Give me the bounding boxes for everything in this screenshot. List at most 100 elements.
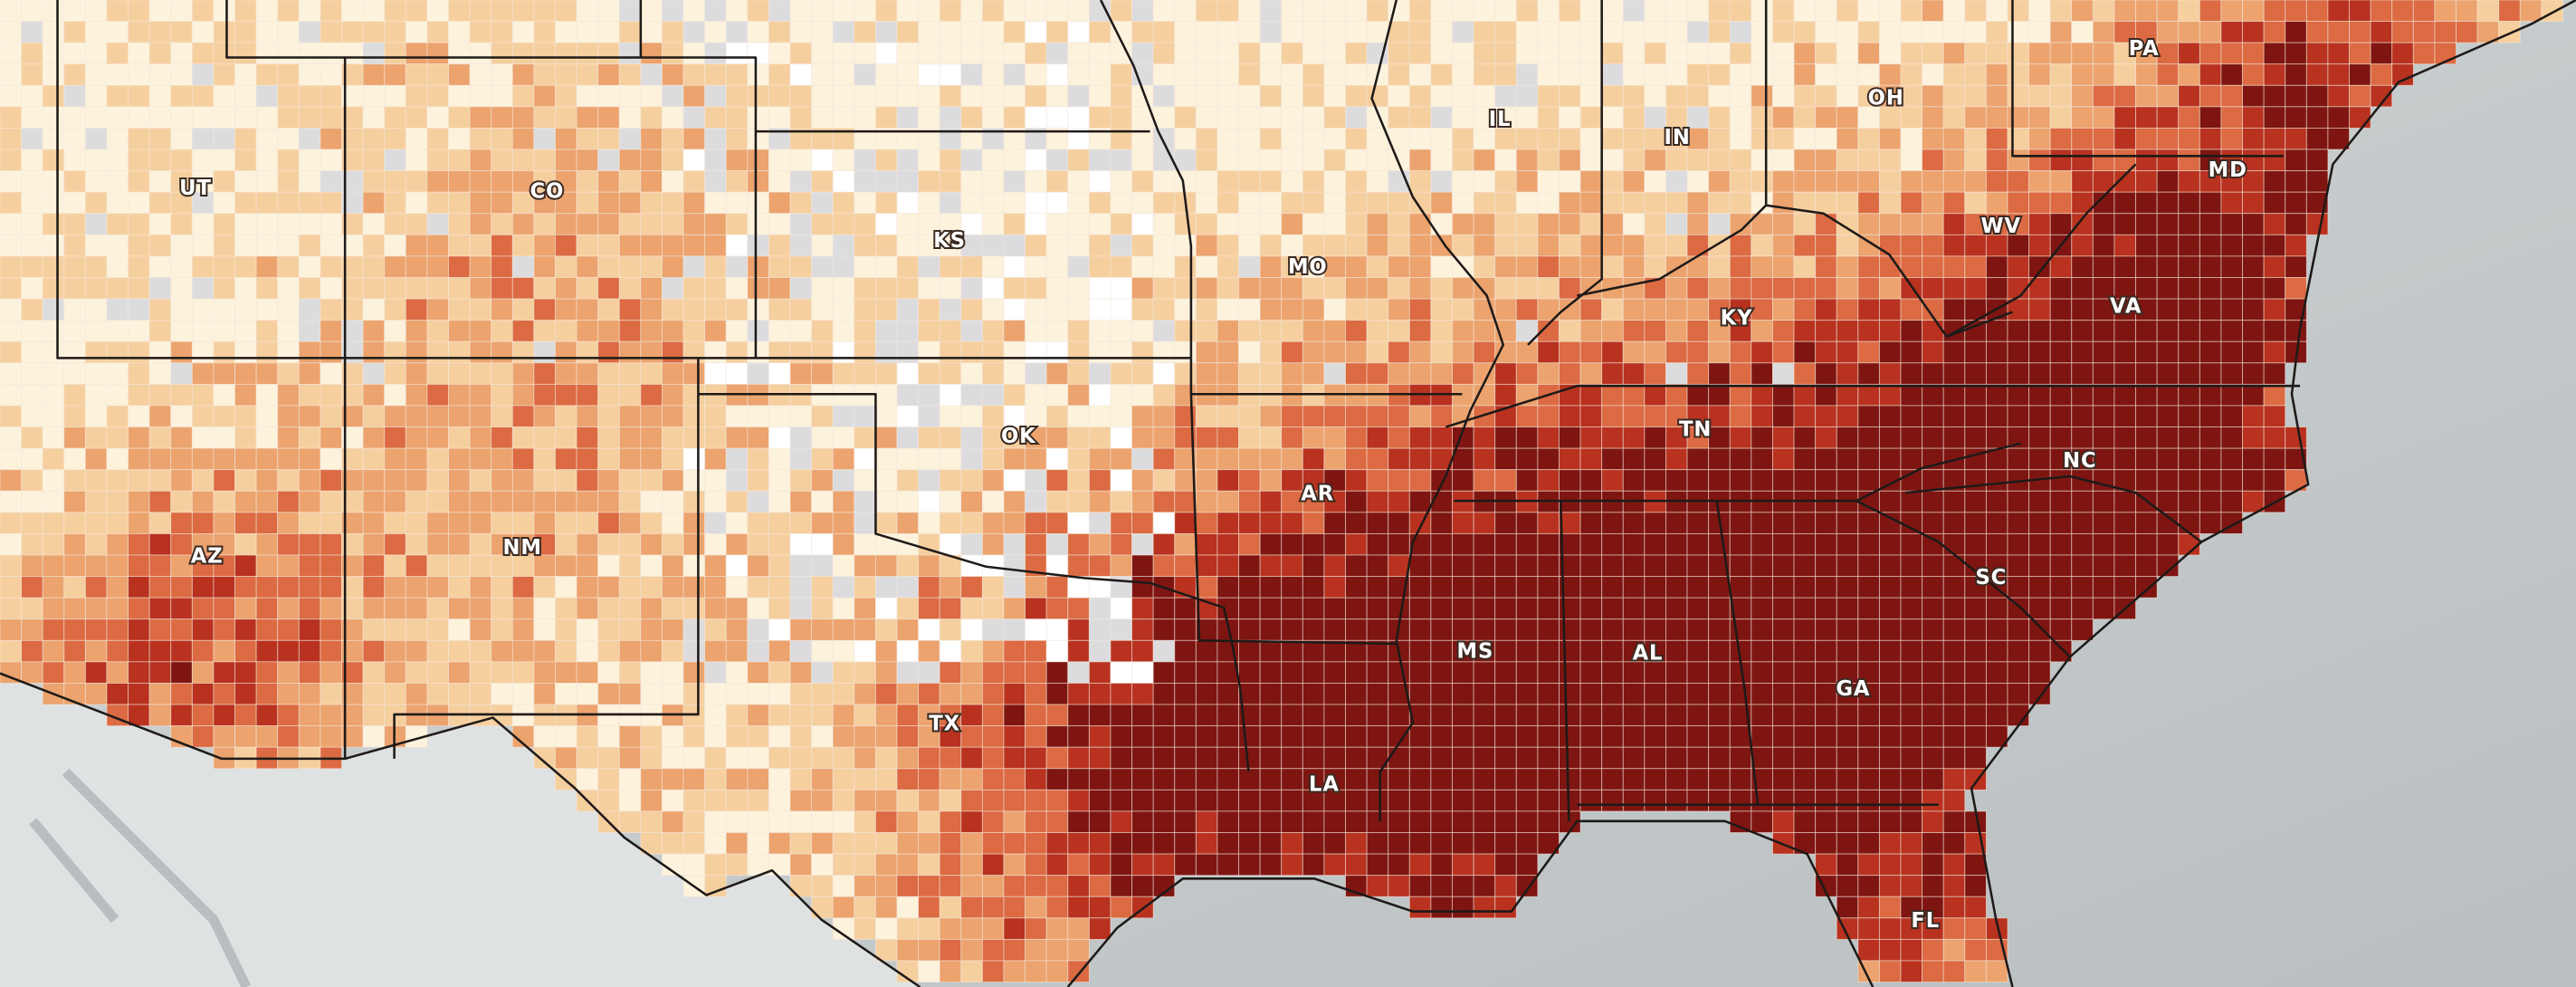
county [1857, 512, 1880, 534]
county [42, 191, 65, 215]
county [106, 362, 129, 385]
county [1579, 21, 1603, 43]
county [2156, 170, 2180, 193]
county [1388, 362, 1410, 385]
county [1110, 234, 1133, 257]
county [1025, 21, 1047, 43]
county [1067, 789, 1090, 812]
county [1430, 725, 1453, 748]
county [511, 490, 535, 513]
county [1088, 532, 1111, 556]
county [1900, 383, 1923, 407]
county [1195, 853, 1218, 877]
county [191, 255, 215, 278]
county [874, 810, 898, 833]
county [789, 320, 813, 342]
county [1408, 21, 1432, 43]
county [981, 255, 1005, 278]
county [234, 554, 257, 578]
county [1045, 447, 1069, 471]
county [1408, 853, 1432, 877]
county [320, 298, 342, 321]
county [1388, 853, 1410, 877]
county [0, 405, 23, 428]
county [1815, 213, 1837, 235]
county [2242, 340, 2265, 364]
county [1345, 340, 1368, 364]
county [362, 63, 386, 86]
county [148, 234, 172, 257]
county [1922, 512, 1944, 534]
county [1025, 42, 1047, 65]
county [597, 532, 620, 556]
county [1388, 490, 1410, 513]
county [618, 810, 642, 833]
county [789, 618, 813, 641]
county [981, 191, 1005, 215]
county [768, 234, 791, 257]
county [106, 683, 129, 705]
county [1815, 320, 1837, 342]
county [811, 810, 834, 833]
county [640, 234, 663, 257]
county [1815, 405, 1837, 428]
county [854, 63, 876, 86]
county [747, 340, 769, 364]
county [234, 84, 257, 108]
county [1152, 725, 1176, 748]
county [1045, 810, 1069, 833]
county [1152, 320, 1176, 342]
county [1131, 875, 1154, 897]
county [148, 320, 172, 342]
county [21, 383, 43, 407]
county [1900, 128, 1923, 150]
county [1345, 532, 1368, 556]
county [277, 532, 300, 556]
county [1708, 447, 1731, 471]
county [1408, 469, 1432, 492]
county [1559, 84, 1581, 108]
county [2049, 255, 2073, 278]
county [213, 426, 236, 449]
county [1942, 789, 1966, 812]
county [0, 447, 23, 471]
county [2156, 106, 2180, 129]
county [1793, 447, 1817, 471]
county [981, 810, 1005, 833]
county [704, 597, 727, 620]
county [704, 0, 727, 23]
county [747, 84, 769, 108]
county [896, 191, 920, 215]
county [277, 362, 300, 385]
county [2412, 21, 2436, 43]
county [1729, 170, 1752, 193]
county [555, 298, 577, 321]
county [640, 191, 663, 215]
county [1110, 704, 1133, 727]
county [1900, 362, 1923, 385]
county [597, 447, 620, 471]
county [1857, 597, 1880, 620]
county [832, 21, 855, 43]
county [768, 255, 791, 278]
county [2049, 362, 2073, 385]
county [234, 170, 257, 193]
county [2156, 0, 2180, 23]
county [2156, 469, 2180, 492]
county [662, 683, 684, 705]
county [213, 618, 236, 641]
county [1430, 63, 1453, 86]
county [1045, 917, 1069, 940]
county [1216, 298, 1240, 321]
county [362, 149, 386, 172]
county [896, 84, 920, 108]
county [0, 149, 23, 172]
county [2285, 21, 2307, 43]
county [1131, 532, 1154, 556]
county [1686, 554, 1710, 578]
county [1003, 191, 1026, 215]
county [1815, 554, 1837, 578]
county [597, 191, 620, 215]
county [1494, 149, 1517, 172]
county [213, 277, 236, 300]
